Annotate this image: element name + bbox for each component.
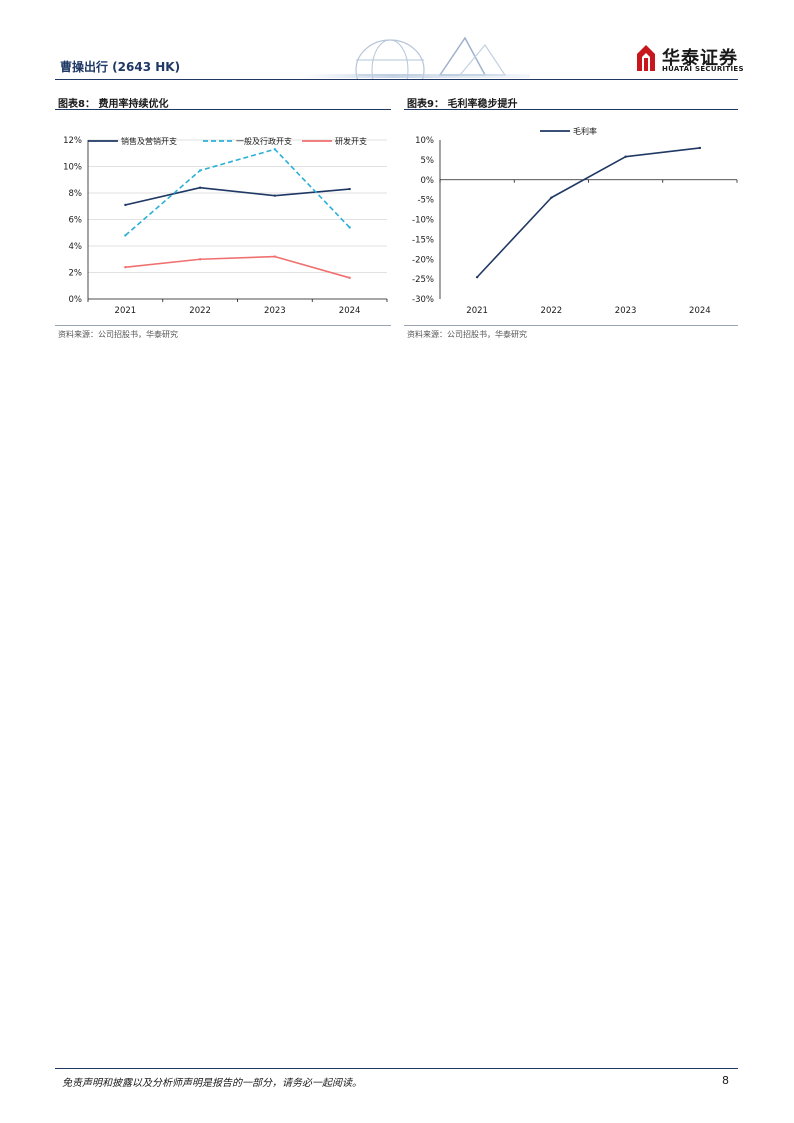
- header-divider: [55, 79, 738, 80]
- data-point: [198, 186, 202, 189]
- x-tick-label: 2023: [264, 306, 286, 316]
- data-point: [124, 203, 127, 207]
- data-point: [124, 266, 127, 269]
- data-point: [198, 258, 202, 261]
- y-tick-label: -20%: [412, 255, 434, 265]
- data-point: [273, 148, 277, 151]
- legend-label: 销售及营销开支: [121, 136, 177, 146]
- figure-8-source: 资料来源：公司招股书，华泰研究: [58, 330, 178, 339]
- figure-9-title: 图表9： 毛利率稳步提升: [407, 99, 518, 110]
- series-line-1: [476, 147, 700, 278]
- globe-decoration-icon: [300, 36, 530, 80]
- y-tick-label: 10%: [63, 163, 82, 173]
- series-line-1: [125, 186, 350, 206]
- brand-name-en: HUATAI SECURITIES: [662, 65, 744, 73]
- y-tick-label: -10%: [412, 216, 434, 226]
- y-tick-label: 0%: [421, 176, 435, 186]
- y-tick-label: 12%: [63, 136, 82, 146]
- data-point: [273, 194, 277, 197]
- y-tick-label: 8%: [69, 189, 83, 199]
- data-point: [198, 169, 202, 172]
- figure-8-chart: 0% 2% 4% 6% 8% 10% 12% 2021 2022 2023 2024 销售及营销开支 一…: [63, 136, 388, 316]
- y-tick-label: -25%: [412, 275, 434, 285]
- x-tick-label: 2022: [189, 306, 211, 316]
- x-tick-label: 2024: [689, 306, 711, 316]
- disclaimer-text: 免责声明和披露以及分析师声明是报告的一部分，请务必一起阅读。: [62, 1078, 362, 1089]
- series-line-2: [124, 148, 351, 237]
- y-tick-label: 10%: [415, 136, 434, 146]
- x-tick-label: 2021: [466, 306, 488, 316]
- figure-9-bottom-rule: [404, 325, 738, 326]
- data-point: [475, 275, 479, 279]
- y-tick-label: 4%: [69, 242, 83, 252]
- y-tick-label: -5%: [417, 196, 434, 206]
- legend-label: 毛利率: [573, 126, 597, 136]
- x-tick-label: 2021: [115, 306, 137, 316]
- x-tick-label: 2022: [541, 306, 563, 316]
- data-point: [273, 255, 277, 258]
- y-tick-label: 0%: [69, 295, 83, 305]
- y-tick-label: -30%: [412, 295, 434, 305]
- data-point: [124, 234, 127, 237]
- data-point: [348, 226, 351, 229]
- data-point: [624, 155, 627, 158]
- legend-label: 一般及行政开支: [236, 136, 292, 146]
- huatai-logo-icon: [637, 45, 655, 71]
- report-title: 曹操出行 (2643 HK): [60, 60, 181, 74]
- data-point: [698, 146, 702, 150]
- y-tick-label: 5%: [421, 156, 435, 166]
- figure-9-chart: -30% -25% -20% -15% -10% -5% 0% 5% 10% 2021 2022 20…: [412, 126, 738, 316]
- y-tick-label: 2%: [69, 269, 83, 279]
- data-point: [348, 276, 351, 279]
- data-point: [348, 187, 351, 191]
- figure-9-source: 资料来源：公司招股书，华泰研究: [407, 330, 527, 339]
- figure-8-bottom-rule: [55, 325, 391, 326]
- x-tick-label: 2024: [339, 306, 361, 316]
- footer-divider: [55, 1068, 738, 1069]
- brand-name-cn: 华泰证券: [662, 48, 738, 69]
- data-point: [550, 196, 553, 199]
- y-tick-label: -15%: [412, 235, 434, 245]
- y-tick-label: 6%: [69, 216, 83, 226]
- page-number: 8: [722, 1074, 729, 1087]
- x-tick-label: 2023: [615, 306, 637, 316]
- figure-9-top-rule: [404, 109, 738, 110]
- legend-label: 研发开支: [335, 136, 367, 146]
- series-line-3: [125, 255, 350, 279]
- figure-8-top-rule: [55, 109, 391, 110]
- figure-8-title: 图表8： 费用率持续优化: [58, 99, 169, 110]
